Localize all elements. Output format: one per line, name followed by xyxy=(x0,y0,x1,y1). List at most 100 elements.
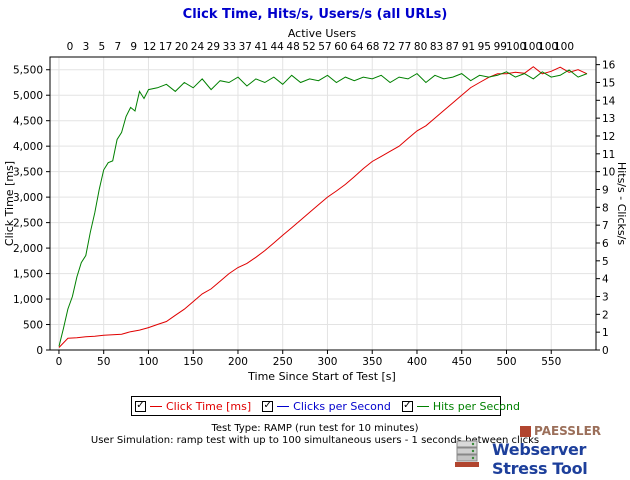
top-tick-label: 33 xyxy=(223,41,236,53)
top-tick-label: 99 xyxy=(494,41,507,53)
y-axis-right-label: Hits/s - Clicks/s xyxy=(615,162,628,245)
y-right-tick-label: 8 xyxy=(602,202,609,214)
brand-company-label: PAESSLER xyxy=(534,424,602,438)
y-left-tick-label: 5,500 xyxy=(13,65,43,77)
legend-item-clicks-per-second[interactable]: ✓ Clicks per Second xyxy=(262,400,391,413)
brand-logo-block: PAESSLER Webserver Stress Tool xyxy=(454,424,630,480)
top-tick-label: 3 xyxy=(83,41,90,53)
y-right-tick-label: 12 xyxy=(602,131,615,143)
top-tick-label: 12 xyxy=(143,41,156,53)
legend-checkbox-hits-per-second[interactable]: ✓ xyxy=(401,400,413,412)
top-tick-label: 87 xyxy=(446,41,459,53)
top-tick-label: 0 xyxy=(67,41,74,53)
server-stack-icon xyxy=(455,440,479,467)
legend-label-hits-per-second: Hits per Second xyxy=(432,399,520,413)
y-right-tick-label: 2 xyxy=(602,309,609,321)
y-right-tick-label: 13 xyxy=(602,113,615,125)
y-right-tick-label: 9 xyxy=(602,184,609,196)
legend-checkbox-clicks-per-second[interactable]: ✓ xyxy=(262,400,274,412)
series-layer xyxy=(58,66,588,348)
legend-checkbox-click-time[interactable]: ✓ xyxy=(135,400,146,412)
y-left-tick-label: 2,000 xyxy=(13,243,43,255)
x-tick-label: 0 xyxy=(56,356,63,368)
top-tick-label: 48 xyxy=(286,41,299,53)
y-left-tick-label: 1,500 xyxy=(13,269,43,281)
footer-test-type: Test Type: RAMP (run test for 10 minutes… xyxy=(211,423,419,434)
x-tick-label: 100 xyxy=(138,356,158,368)
top-tick-label: 37 xyxy=(239,41,252,53)
x-tick-label: 550 xyxy=(541,356,561,368)
y-left-tick-label: 4,500 xyxy=(13,116,43,128)
top-tick-label: 100 xyxy=(506,41,526,53)
top-tick-label: 29 xyxy=(207,41,220,53)
top-axis-ticks: 0 3 5 7 9 12 17 20 24 29 33 37 41 44 48 52 57 60 64 68 72 77 8… xyxy=(67,41,574,53)
top-tick-label: 68 xyxy=(366,41,379,53)
footer-user-simulation: User Simulation: ramp test with up to 10… xyxy=(90,435,540,446)
y-left-tick-label: 3,000 xyxy=(13,192,43,204)
brand-product-name: Webserver Stress Tool xyxy=(492,440,588,478)
x-tick-label: 500 xyxy=(496,356,516,368)
top-tick-label: 91 xyxy=(462,41,475,53)
x-tick-label: 50 xyxy=(97,356,110,368)
y-right-tick-label: 4 xyxy=(602,274,609,286)
top-tick-label: 72 xyxy=(382,41,395,53)
top-tick-label: 20 xyxy=(175,41,188,53)
top-tick-label: 17 xyxy=(159,41,172,53)
x-tick-label: 200 xyxy=(228,356,248,368)
y-right-tick-label: 11 xyxy=(602,149,615,161)
top-tick-label: 64 xyxy=(350,41,364,53)
top-tick-label: 24 xyxy=(191,41,205,53)
x-axis-ticks: 0 50 100 150 200 250 300 350 400 450 500 550 xyxy=(56,350,561,368)
y-left-tick-label: 1,000 xyxy=(13,294,43,306)
y-right-tick-label: 0 xyxy=(602,345,609,357)
legend-item-hits-per-second[interactable]: ✓ Hits per Second xyxy=(401,399,520,413)
legend-swatch-click-time xyxy=(150,405,162,407)
y-right-tick-label: 1 xyxy=(602,327,609,339)
top-tick-label: 9 xyxy=(130,41,137,53)
top-axis-label: Active Users xyxy=(288,27,357,40)
y-right-tick-label: 10 xyxy=(602,167,615,179)
legend-label-clicks-per-second: Clicks per Second xyxy=(293,399,391,413)
top-tick-label: 5 xyxy=(99,41,106,53)
y-right-tick-label: 5 xyxy=(602,256,609,268)
y-axis-left-label: Click Time [ms] xyxy=(3,161,16,246)
legend-swatch-clicks-per-second xyxy=(277,405,290,407)
x-tick-label: 400 xyxy=(407,356,427,368)
y-right-tick-label: 6 xyxy=(602,238,609,250)
grid xyxy=(50,57,596,351)
top-tick-label: 77 xyxy=(398,41,411,53)
x-tick-label: 300 xyxy=(317,356,337,368)
y-left-tick-label: 5,000 xyxy=(13,90,43,102)
x-tick-label: 150 xyxy=(183,356,203,368)
y-right-tick-label: 3 xyxy=(602,291,609,303)
top-tick-label: 100 xyxy=(538,41,558,53)
x-tick-label: 250 xyxy=(273,356,293,368)
x-tick-label: 350 xyxy=(362,356,382,368)
paessler-mark-icon xyxy=(520,425,531,437)
y-right-tick-label: 16 xyxy=(602,60,616,72)
x-axis-label: Time Since Start of Test [s] xyxy=(247,370,396,383)
top-tick-label: 41 xyxy=(255,41,268,53)
top-tick-label: 83 xyxy=(430,41,443,53)
series-line-click-time-ms xyxy=(58,66,588,348)
y-left-tick-label: 0 xyxy=(36,345,43,357)
y-axis-left-ticks: 0 500 1,000 1,500 2,000 2,500 3,000 3,500 4,000 4… xyxy=(13,65,50,357)
plot-area-border xyxy=(49,56,597,351)
top-tick-label: 60 xyxy=(334,41,347,53)
chart-legend: ✓ Click Time [ms] ✓ Clicks per Second ✓ … xyxy=(131,396,520,416)
legend-label-click-time: Click Time [ms] xyxy=(166,399,252,413)
legend-swatch-hits-per-second xyxy=(416,405,429,407)
top-tick-label: 80 xyxy=(414,41,427,53)
top-tick-label: 57 xyxy=(318,41,331,53)
y-right-tick-label: 14 xyxy=(602,95,616,107)
y-right-tick-label: 15 xyxy=(602,77,615,89)
top-tick-label: 100 xyxy=(522,41,542,53)
brand-company: PAESSLER xyxy=(520,424,601,438)
y-left-tick-label: 2,500 xyxy=(13,218,43,230)
series-line-hits-per-second xyxy=(58,69,588,347)
y-left-tick-label: 4,000 xyxy=(13,141,43,153)
legend-item-click-time[interactable]: ✓ Click Time [ms] xyxy=(135,400,251,413)
